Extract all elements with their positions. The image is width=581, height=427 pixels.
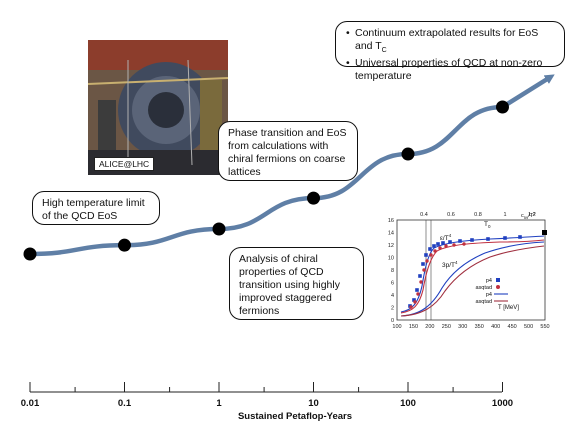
data-point bbox=[401, 147, 415, 161]
inset-asqtad-point bbox=[419, 280, 423, 284]
inset-p4-point bbox=[428, 247, 432, 251]
x-tick-label: 0.1 bbox=[117, 398, 132, 409]
inset-p-asqtad-curve bbox=[400, 245, 545, 317]
inset-p4-point bbox=[412, 298, 416, 302]
inset-asqtad-point bbox=[452, 243, 456, 247]
data-point bbox=[307, 191, 320, 205]
alice-detector-photo bbox=[88, 40, 228, 175]
x-axis-title: Sustained Petaflop-Years bbox=[237, 411, 353, 422]
inset-asqtad-point bbox=[416, 292, 420, 296]
inset-eps-asqtad-curve bbox=[400, 239, 545, 314]
inset-x-tick-label: 250 bbox=[442, 324, 451, 330]
inset-y-tick-label: 10 bbox=[388, 256, 394, 262]
inset-x-tick-label: 100 bbox=[392, 324, 401, 330]
inset-top-tick-label: 0.6 bbox=[447, 212, 455, 218]
inset-p4-point bbox=[436, 242, 440, 246]
inset-p4-point bbox=[503, 236, 507, 240]
photo-label: ALICE@LHC bbox=[94, 157, 155, 171]
inset-y-tick-label: 14 bbox=[388, 231, 394, 237]
inset-end-marker bbox=[542, 230, 547, 235]
legend-p4-points: p4 bbox=[486, 278, 492, 284]
inset-asqtad-point bbox=[429, 253, 433, 257]
inset-x-tick-label: 550 bbox=[540, 324, 549, 330]
legend-p4-line: p4 bbox=[486, 292, 492, 298]
data-point bbox=[23, 247, 37, 261]
inset-x-tick-label: 400 bbox=[491, 324, 500, 330]
inset-asqtad-point bbox=[422, 268, 426, 272]
legend-asqtad-marker bbox=[496, 285, 500, 289]
inset-x-tick-label: 200 bbox=[425, 324, 434, 330]
inset-p4-point bbox=[441, 241, 445, 245]
inset-y-tick-label: 0 bbox=[391, 318, 394, 324]
inset-x-tick-label: 300 bbox=[458, 324, 467, 330]
inset-y-tick-label: 8 bbox=[391, 268, 394, 274]
inset-p4-point bbox=[486, 237, 490, 241]
x-tick-label: 1 bbox=[216, 398, 222, 409]
inset-eps-label: ε/T4 bbox=[440, 233, 452, 242]
inset-p4-point bbox=[470, 238, 474, 242]
inset-p4-point bbox=[458, 239, 462, 243]
inset-x-title: T [MeV] bbox=[498, 305, 519, 311]
callout-bullet-2: Universal properties of QCD at non-zero … bbox=[346, 57, 555, 83]
inset-asqtad-point bbox=[413, 300, 417, 304]
inset-eos-plot: 0 2 4 6 8 10 12 14 16 100 150 200 250 300 350 400 450 50… bbox=[388, 211, 550, 330]
inset-p4-point bbox=[432, 244, 436, 248]
inset-p4-point bbox=[415, 288, 419, 292]
inset-y-tick-label: 16 bbox=[388, 218, 394, 224]
callout-continuum: Continuum extrapolated results for EoS a… bbox=[335, 21, 565, 82]
inset-asqtad-point bbox=[438, 246, 442, 250]
inset-asqtad-point bbox=[444, 244, 448, 248]
callout-bullet-1: Continuum extrapolated results for EoS a… bbox=[346, 27, 555, 57]
data-point bbox=[118, 238, 131, 252]
x-tick-label: 100 bbox=[400, 398, 416, 409]
x-tick-label: 1000 bbox=[491, 398, 514, 409]
legend-asqtad-points: asqtad bbox=[475, 285, 492, 291]
inset-asqtad-point bbox=[433, 249, 437, 253]
inset-y-tick-label: 6 bbox=[391, 281, 394, 287]
inset-p-p4-curve bbox=[400, 241, 545, 317]
inset-tc-label: T0 bbox=[484, 221, 491, 229]
inset-y-tick-label: 4 bbox=[391, 293, 394, 299]
inset-top-tick-label: 0.8 bbox=[474, 212, 482, 218]
inset-p4-point bbox=[518, 235, 522, 239]
inset-x-tick-label: 350 bbox=[475, 324, 484, 330]
x-tick-label: 10 bbox=[308, 398, 319, 409]
x-tick-label: 0.01 bbox=[20, 398, 40, 409]
inset-legend: p4 asqtad p4 asqtad bbox=[475, 278, 508, 305]
inset-p4-point bbox=[424, 253, 428, 257]
inset-x-tick-label: 150 bbox=[409, 324, 418, 330]
callout-high-temperature: High temperature limit of the QCD EoS bbox=[32, 191, 160, 225]
callout-phase-transition: Phase transition and EoS from calculatio… bbox=[218, 121, 358, 181]
legend-p4-marker bbox=[496, 278, 500, 282]
data-point bbox=[212, 222, 226, 236]
inset-y-tick-label: 12 bbox=[388, 243, 394, 249]
callout-chiral-analysis: Analysis of chiral properties of QCD tra… bbox=[229, 247, 364, 320]
inset-p4-point bbox=[418, 274, 422, 278]
inset-top-right-label: c59/T2 bbox=[521, 211, 536, 220]
inset-x-tick-label: 450 bbox=[508, 324, 517, 330]
inset-top-tick-label: 1.2 bbox=[528, 212, 536, 218]
inset-x-tick-label: 500 bbox=[524, 324, 533, 330]
inset-asqtad-point bbox=[425, 259, 429, 263]
photo-graphic bbox=[88, 40, 228, 175]
inset-p4-point bbox=[421, 262, 425, 266]
inset-top-tick-label: 0.4 bbox=[420, 212, 428, 218]
inset-asqtad-point bbox=[409, 305, 413, 309]
inset-asqtad-point bbox=[462, 242, 466, 246]
legend-asqtad-line: asqtad bbox=[475, 299, 492, 305]
inset-top-tick-label: 1 bbox=[503, 212, 506, 218]
inset-y-tick-label: 2 bbox=[391, 306, 394, 312]
inset-eps-p4-curve bbox=[400, 235, 545, 313]
inset-frame bbox=[396, 219, 546, 321]
data-point bbox=[496, 100, 509, 114]
inset-p-label: 3p/T4 bbox=[442, 260, 458, 269]
inset-p4-point bbox=[448, 240, 452, 244]
